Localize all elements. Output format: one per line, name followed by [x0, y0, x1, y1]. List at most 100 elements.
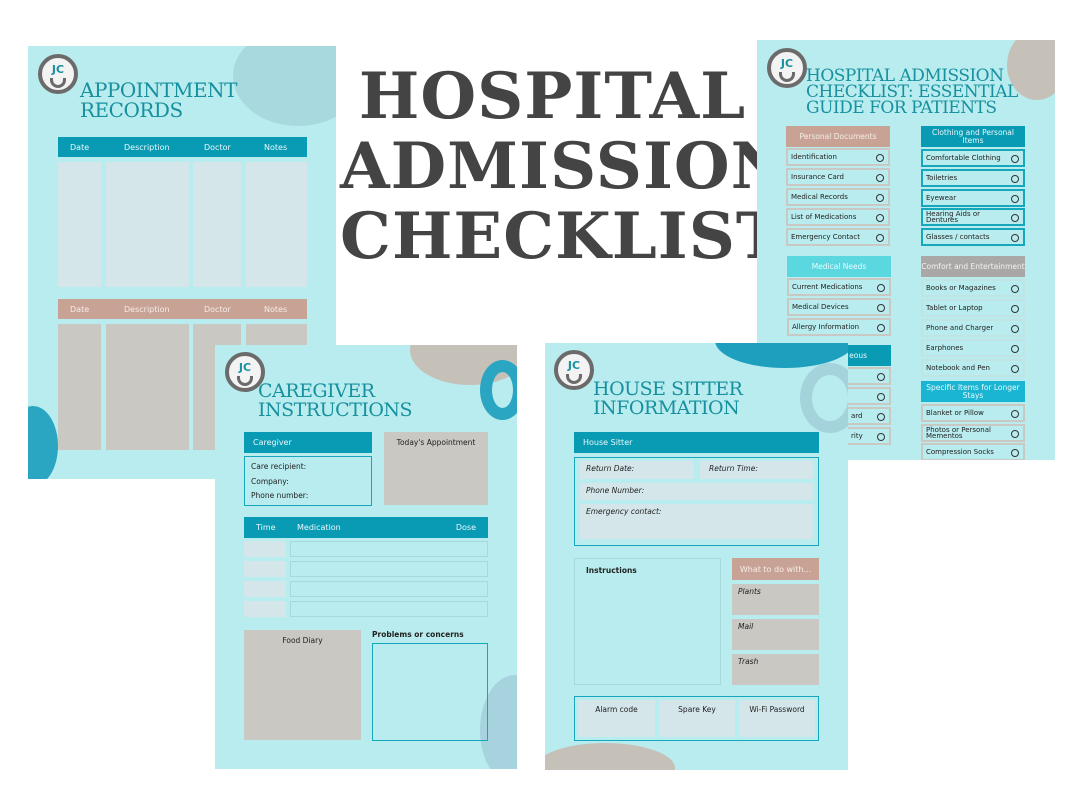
alarm-code-field[interactable]: Alarm code — [578, 700, 655, 737]
time-cell[interactable] — [244, 581, 286, 597]
checkbox-circle-icon[interactable] — [876, 174, 884, 182]
checkbox-circle-icon[interactable] — [1011, 430, 1019, 438]
checkbox-circle-icon[interactable] — [1011, 155, 1019, 163]
table-cell[interactable] — [58, 324, 101, 450]
item-label: Identification — [791, 153, 837, 161]
table-cell[interactable] — [246, 162, 307, 287]
checklist-item[interactable]: Comfortable Clothing — [921, 149, 1025, 167]
checklist-item[interactable]: Photos or Personal Mementos — [921, 424, 1025, 442]
logo: JC — [38, 54, 78, 94]
instructions-box[interactable]: Instructions — [574, 558, 721, 685]
checkbox-circle-icon[interactable] — [1011, 214, 1019, 222]
checklist-item[interactable]: List of Medications — [786, 208, 890, 226]
problems-box[interactable] — [372, 643, 488, 741]
mail-box[interactable]: Mail — [732, 619, 819, 650]
title-line: HOUSE SITTER — [593, 378, 743, 400]
section-longer-stays: Specific Items for Longer Stays — [921, 381, 1025, 402]
checkbox-circle-icon[interactable] — [1011, 285, 1019, 293]
column-notes: Notes — [264, 304, 288, 314]
checklist-item[interactable]: Hearing Aids or Dentures — [921, 208, 1025, 226]
food-diary-box[interactable]: Food Diary — [244, 630, 361, 740]
checkbox-circle-icon[interactable] — [876, 154, 884, 162]
logo: JC — [225, 352, 265, 392]
phone-number-field[interactable]: Phone number: — [251, 491, 309, 500]
table-header: Date Description Doctor Notes — [58, 299, 307, 319]
checkbox-circle-icon[interactable] — [876, 234, 884, 242]
table-cell[interactable] — [193, 162, 241, 287]
checklist-item[interactable]: Earphones — [921, 339, 1025, 357]
checklist-item[interactable]: Medical Devices — [787, 298, 891, 316]
return-time-field[interactable]: Return Time: — [700, 461, 813, 479]
item-label: Toiletries — [926, 174, 958, 182]
checkbox-circle-icon[interactable] — [1011, 345, 1019, 353]
checklist-item[interactable]: Phone and Charger — [921, 319, 1025, 337]
checklist-item[interactable]: Glasses / contacts — [921, 228, 1025, 246]
checklist-item[interactable]: Insurance Card — [786, 168, 890, 186]
medication-cell[interactable] — [290, 601, 488, 617]
medication-cell[interactable] — [290, 541, 488, 557]
checklist-item[interactable]: Allergy Information — [787, 318, 891, 336]
time-cell[interactable] — [244, 601, 286, 617]
column-doctor: Doctor — [204, 304, 231, 314]
table-header: Date Description Doctor Notes — [58, 137, 307, 157]
checkbox-circle-icon[interactable] — [1011, 305, 1019, 313]
checkbox-circle-icon[interactable] — [877, 433, 885, 441]
checklist-item[interactable]: Compression Socks — [921, 443, 1025, 460]
table-cell[interactable] — [58, 162, 101, 287]
phone-number-field[interactable]: Phone Number: — [580, 483, 813, 500]
title-line: INFORMATION — [593, 397, 740, 419]
checklist-item[interactable]: Toiletries — [921, 169, 1025, 187]
medication-cell[interactable] — [290, 581, 488, 597]
spare-key-field[interactable]: Spare Key — [659, 700, 735, 737]
trash-box[interactable]: Trash — [732, 654, 819, 685]
table-cell[interactable] — [106, 324, 189, 450]
checkbox-circle-icon[interactable] — [877, 284, 885, 292]
emergency-contact-field[interactable]: Emergency contact: — [580, 504, 813, 539]
title-line: INSTRUCTIONS — [258, 399, 413, 421]
column-doctor: Doctor — [204, 142, 231, 152]
checklist-item[interactable]: Current Medications — [787, 278, 891, 296]
checkbox-circle-icon[interactable] — [877, 304, 885, 312]
checklist-item[interactable]: Books or Magazines — [921, 279, 1025, 297]
checkbox-circle-icon[interactable] — [1011, 234, 1019, 242]
medication-cell[interactable] — [290, 561, 488, 577]
checkbox-circle-icon[interactable] — [1011, 449, 1019, 457]
checklist-item[interactable]: Notebook and Pen — [921, 359, 1025, 377]
checkbox-circle-icon[interactable] — [876, 194, 884, 202]
title-line: CHECKLIST: ESSENTIAL — [806, 82, 1018, 103]
checkbox-circle-icon[interactable] — [877, 324, 885, 332]
wifi-password-field[interactable]: Wi-Fi Password — [739, 700, 815, 737]
checkbox-circle-icon[interactable] — [877, 393, 885, 401]
table-cell[interactable] — [106, 162, 189, 287]
checklist-item[interactable]: Emergency Contact — [786, 228, 890, 246]
checkbox-circle-icon[interactable] — [1011, 175, 1019, 183]
checkbox-circle-icon[interactable] — [877, 413, 885, 421]
headline-line: CHECKLIST — [340, 199, 785, 274]
checklist-item[interactable]: Tablet or Laptop — [921, 299, 1025, 317]
company-field[interactable]: Company: — [251, 477, 289, 486]
todays-appointment-box[interactable]: Today's Appointment — [384, 432, 488, 505]
logo-text: JC — [238, 361, 252, 374]
checkbox-circle-icon[interactable] — [877, 373, 885, 381]
house-sitter-page: JC HOUSE SITTER INFORMATION House Sitter… — [545, 343, 848, 770]
checklist-item[interactable]: Identification — [786, 148, 890, 166]
return-date-field[interactable]: Return Date: — [580, 461, 694, 479]
item-label: Books or Magazines — [926, 284, 996, 292]
checklist-item[interactable]: Eyewear — [921, 189, 1025, 207]
plants-box[interactable]: Plants — [732, 584, 819, 615]
time-cell[interactable] — [244, 561, 286, 577]
checkbox-circle-icon[interactable] — [876, 214, 884, 222]
checkbox-circle-icon[interactable] — [1011, 325, 1019, 333]
item-label: Allergy Information — [792, 323, 860, 331]
checkbox-circle-icon[interactable] — [1011, 365, 1019, 373]
checkbox-circle-icon[interactable] — [1011, 195, 1019, 203]
item-label: Emergency Contact — [791, 233, 860, 241]
checkbox-circle-icon[interactable] — [1011, 410, 1019, 418]
checklist-item[interactable]: Medical Records — [786, 188, 890, 206]
checklist-item[interactable]: Blanket or Pillow — [921, 404, 1025, 422]
caregiver-box[interactable]: Care recipient: Company: Phone number: — [244, 456, 372, 506]
item-label: Eyewear — [926, 194, 957, 202]
time-cell[interactable] — [244, 541, 286, 557]
page-title: CAREGIVER INSTRUCTIONS — [258, 382, 413, 421]
care-recipient-field[interactable]: Care recipient: — [251, 462, 307, 471]
